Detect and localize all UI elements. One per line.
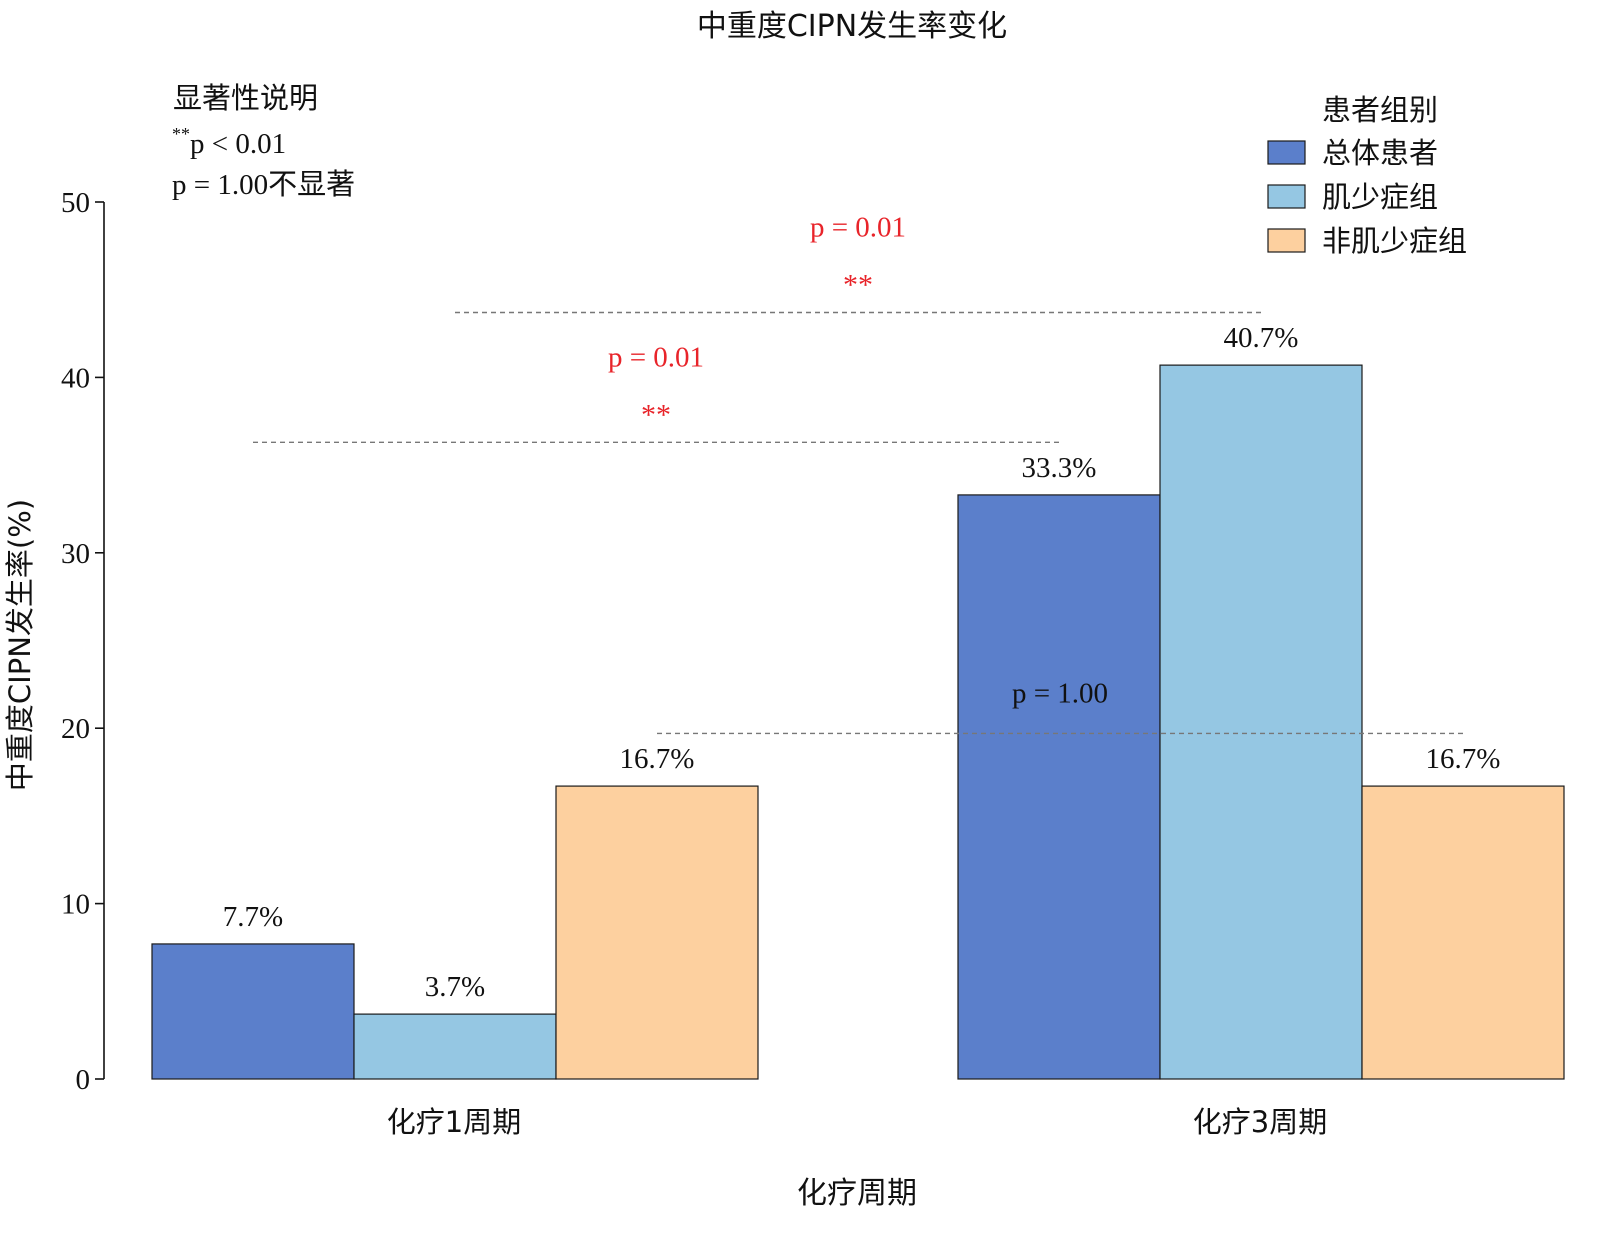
x-tick-label: 化疗3周期 (1193, 1105, 1327, 1139)
legend-title: 患者组别 (1322, 93, 1438, 127)
bar (1361, 785, 1565, 1080)
legend-label: 非肌少症组 (1322, 224, 1467, 258)
chart-title: 中重度CIPN发生率变化 (697, 9, 1007, 44)
significance-note-line1: p < 0.01 (190, 128, 286, 160)
y-axis-label: 中重度CIPN发生率(%) (3, 499, 37, 791)
significance-note-line2: p = 1.00不显著 (172, 168, 355, 201)
x-axis-label: 化疗周期 (797, 1176, 917, 1211)
significance-note-stars: ** (172, 124, 190, 144)
y-tick-label: 0 (76, 1064, 91, 1096)
comparison-stars: ** (843, 269, 873, 302)
significance-note-title: 显著性说明 (173, 81, 318, 115)
y-tick-label: 30 (61, 538, 90, 570)
y-tick-label: 40 (61, 362, 90, 394)
legend-swatch (1267, 184, 1306, 209)
y-tick-label: 10 (61, 889, 90, 921)
legend-label: 肌少症组 (1322, 180, 1438, 214)
legend-label: 总体患者 (1322, 136, 1438, 170)
legend-swatch (1267, 140, 1306, 165)
bar-value-label: 16.7% (620, 743, 695, 775)
bar-value-label: 16.7% (1426, 743, 1501, 775)
bar (151, 943, 355, 1080)
bar (353, 1013, 557, 1080)
x-tick-label: 化疗1周期 (387, 1105, 521, 1139)
comparison-stars: ** (641, 398, 671, 431)
y-tick-label: 20 (61, 713, 90, 745)
y-axis: 0 10 20 30 40 50 (61, 187, 105, 1096)
bar (555, 785, 759, 1080)
bar (957, 494, 1161, 1080)
significance-note: 显著性说明 ** p < 0.01 p = 1.00不显著 (172, 81, 355, 201)
bar-value-label: 7.7% (223, 901, 283, 933)
y-tick-label: 50 (61, 187, 90, 219)
bar-value-label: 33.3% (1022, 452, 1097, 484)
comparison-p-value: p = 0.01 (810, 212, 906, 244)
x-axis: 化疗1周期 化疗3周期 化疗周期 (387, 1105, 1327, 1211)
comparison-p-value: p = 0.01 (608, 341, 704, 373)
comparison-p-value: p = 1.00 (1012, 677, 1108, 709)
bar (1159, 364, 1363, 1080)
bar-value-label: 3.7% (425, 971, 485, 1003)
comparisons-layer: ** p = 0.01 ** p = 0.01 p = 1.00 (253, 212, 1463, 735)
bars-layer: 7.7% 33.3% 3.7% 40.7% 16.7% 16.7% (151, 322, 1565, 1080)
legend-swatch (1267, 228, 1306, 253)
bar-value-label: 40.7% (1224, 322, 1299, 354)
